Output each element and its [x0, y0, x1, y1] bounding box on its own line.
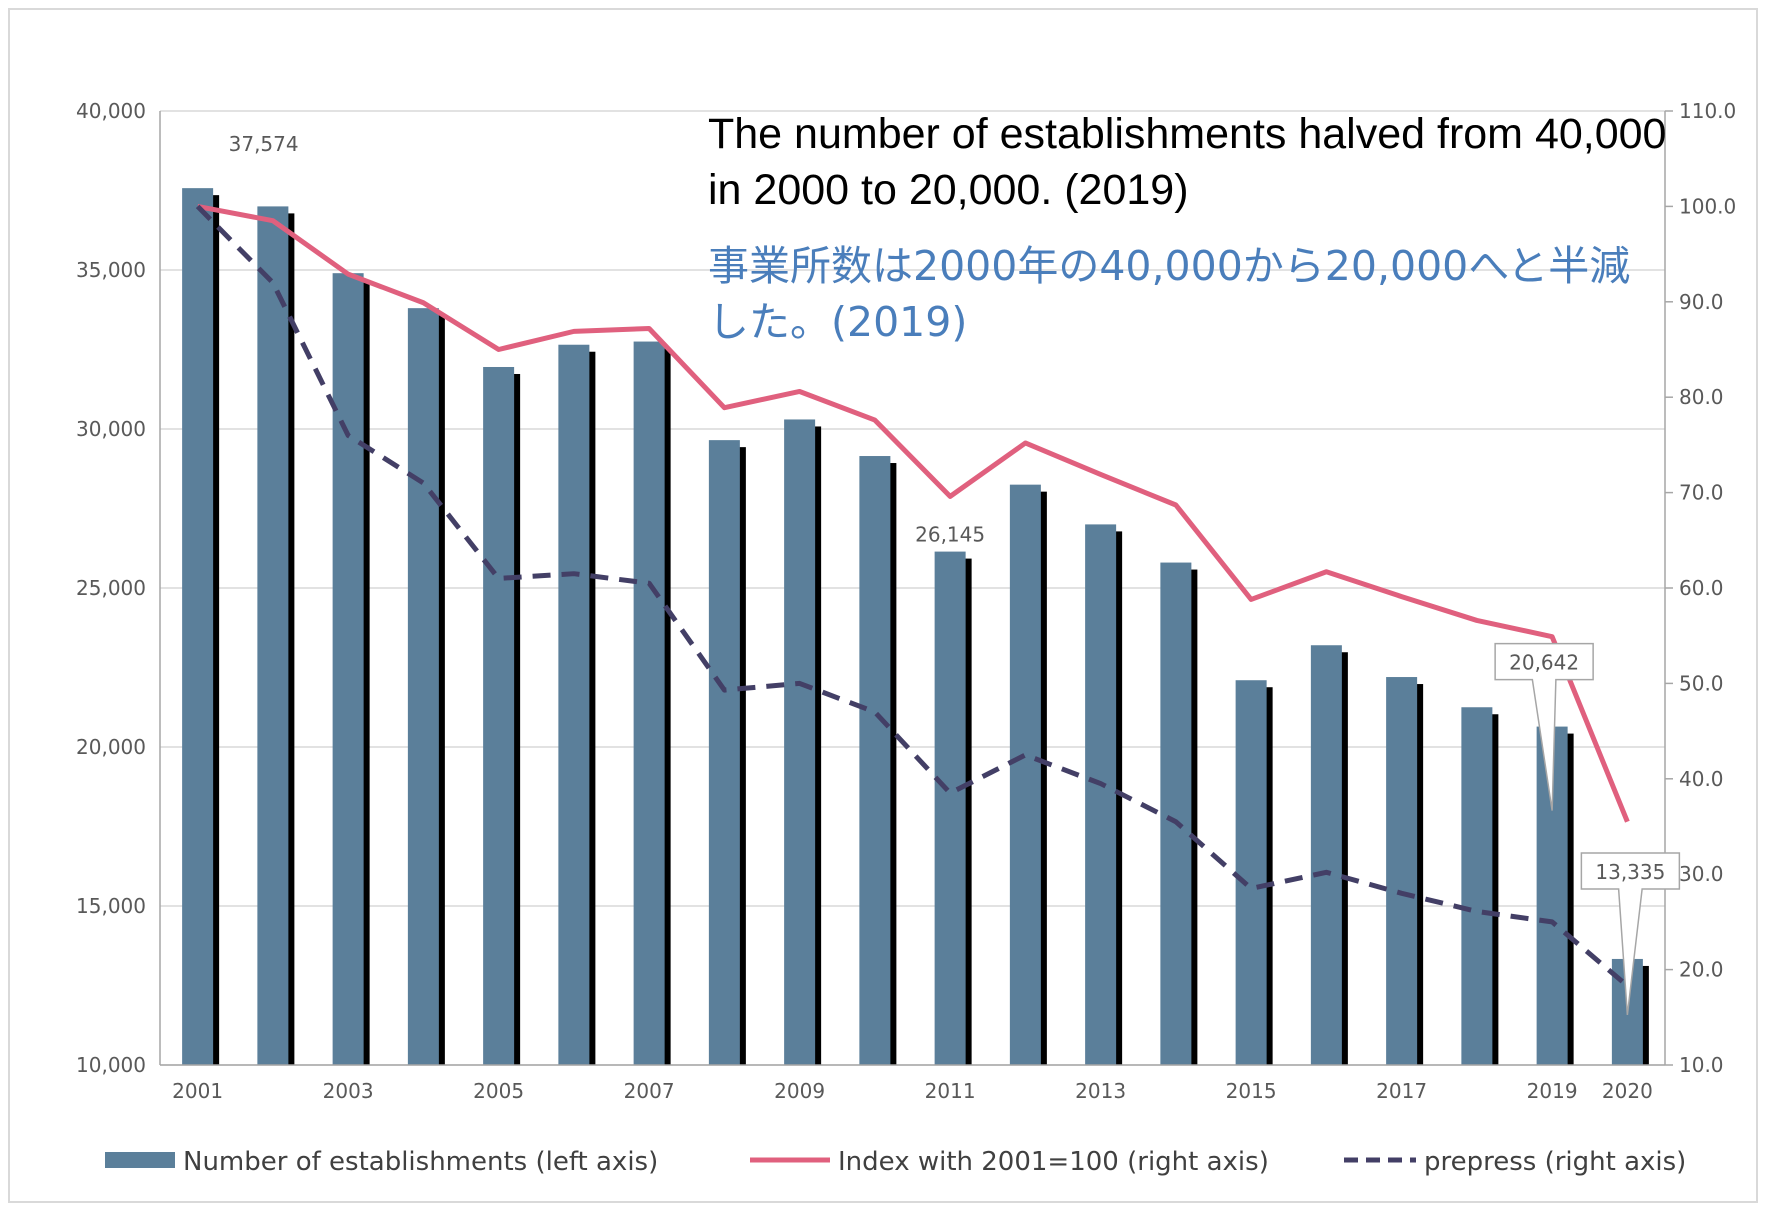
y-right-tick-label: 10.0 — [1679, 1053, 1724, 1077]
y-right-tick-label: 110.0 — [1679, 99, 1736, 123]
bar — [633, 341, 665, 1065]
bar — [257, 206, 289, 1065]
legend-swatch-prepress-line — [1344, 1147, 1416, 1177]
line-series — [195, 203, 1630, 988]
y-right-tick-label: 70.0 — [1679, 481, 1724, 505]
index-line — [197, 203, 1630, 823]
y-right-tick-label: 90.0 — [1679, 290, 1724, 314]
y-right-tick-label: 60.0 — [1679, 576, 1724, 600]
prepress-line — [195, 204, 1629, 988]
y-right-tick-label: 80.0 — [1679, 385, 1724, 409]
y-right-tick-label: 30.0 — [1679, 862, 1724, 886]
bar — [182, 188, 214, 1066]
bar — [1235, 680, 1267, 1065]
x-tick-label: 2013 — [1075, 1079, 1126, 1103]
x-tick-label: 2017 — [1376, 1079, 1427, 1103]
annotation-japanese: 事業所数は2000年の40,000から20,000へと半減した。(2019) — [708, 242, 1631, 346]
legend-item-index: Index with 2001=100 (right axis) — [750, 1140, 1269, 1184]
y-left-tick-label: 35,000 — [76, 258, 146, 282]
data-callout-label: 13,335 — [1595, 860, 1665, 884]
data-label: 26,145 — [915, 523, 985, 547]
bar — [708, 440, 740, 1065]
x-tick-label: 2020 — [1602, 1079, 1653, 1103]
bar — [332, 273, 364, 1065]
x-tick-label: 2001 — [172, 1079, 223, 1103]
y-left-tick-label: 25,000 — [76, 576, 146, 600]
legend-item-establishments: Number of establishments (left axis) — [105, 1140, 658, 1184]
x-tick-label: 2005 — [473, 1079, 524, 1103]
legend-label-prepress: prepress (right axis) — [1424, 1147, 1687, 1177]
bar — [407, 308, 439, 1065]
y-left-tick-label: 20,000 — [76, 735, 146, 759]
bar — [859, 456, 891, 1065]
bar — [784, 419, 816, 1066]
bar — [558, 344, 590, 1066]
y-right-tick-label: 100.0 — [1679, 194, 1736, 218]
axes: 10,000 15,000 20,000 25,000 30,000 35,000 40,0… — [76, 99, 1736, 1103]
x-tick-label: 2019 — [1527, 1079, 1578, 1103]
y-left-tick-label: 40,000 — [76, 99, 146, 123]
legend-swatch-index-line — [750, 1147, 830, 1177]
y-right-tick-label: 40.0 — [1679, 767, 1724, 791]
legend-label-establishments: Number of establishments (left axis) — [183, 1147, 659, 1177]
data-labels: 37,574 26,145 20,642 13,335 — [229, 132, 1681, 1016]
x-tick-label: 2015 — [1226, 1079, 1277, 1103]
x-tick-label: 2011 — [925, 1079, 976, 1103]
x-tick-label: 2007 — [624, 1079, 675, 1103]
data-callout-box — [1494, 642, 1594, 811]
data-label: 37,574 — [229, 132, 299, 156]
annotation-english: The number of establishments halved from… — [708, 110, 1667, 214]
bar — [1085, 524, 1117, 1065]
x-tick-label: 2009 — [774, 1079, 825, 1103]
y-left-tick-label: 30,000 — [76, 417, 146, 441]
legend-label-index: Index with 2001=100 (right axis) — [838, 1147, 1269, 1177]
y-left-tick-label: 15,000 — [76, 894, 146, 918]
legend-swatch-bar — [105, 1147, 175, 1177]
y-left-tick-label: 10,000 — [76, 1053, 146, 1077]
bar-series — [182, 188, 1649, 1066]
bar — [1009, 484, 1041, 1065]
bar — [1461, 707, 1493, 1065]
legend: Number of establishments (left axis) Ind… — [0, 1140, 1767, 1184]
bar — [1386, 677, 1418, 1065]
bar — [934, 551, 966, 1065]
data-callout-box — [1580, 852, 1681, 1016]
data-callout-label: 20,642 — [1509, 651, 1579, 675]
y-right-tick-label: 20.0 — [1679, 958, 1724, 982]
legend-item-prepress: prepress (right axis) — [1344, 1140, 1686, 1184]
x-tick-label: 2003 — [323, 1079, 374, 1103]
y-right-tick-label: 50.0 — [1679, 671, 1724, 695]
bar — [1310, 645, 1342, 1065]
bar — [1160, 562, 1192, 1065]
bar — [483, 366, 515, 1065]
